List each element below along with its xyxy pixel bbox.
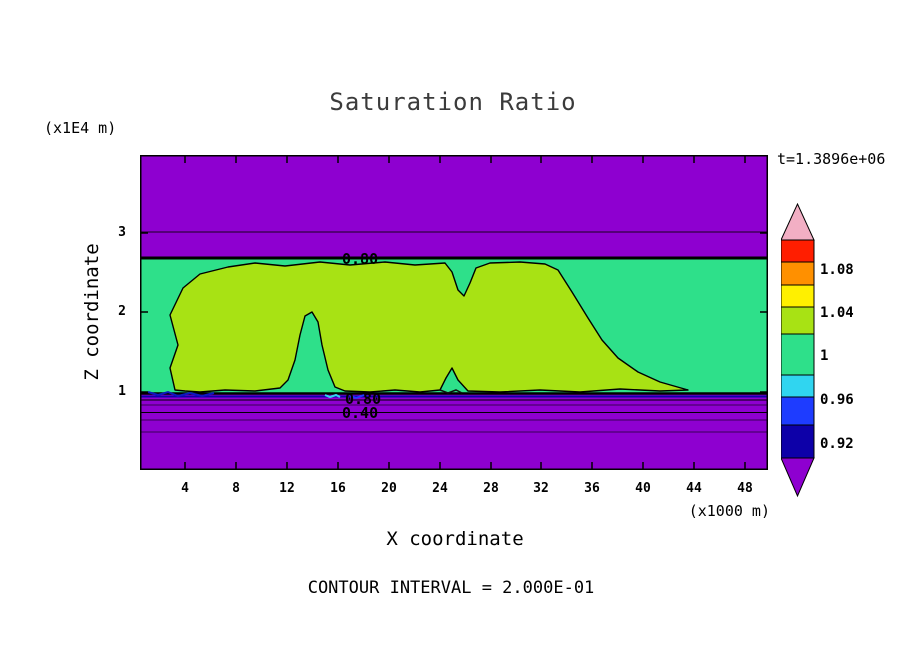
x-tick-44: 44 <box>686 481 702 496</box>
x-tick-32: 32 <box>533 481 549 496</box>
colorbar-band-navy <box>781 424 815 459</box>
x-tick-4: 4 <box>181 481 189 496</box>
colorbar-band-orange <box>781 261 815 286</box>
contour-label-bottom-080: 0.80 <box>345 390 381 408</box>
axis-tick-marks <box>140 155 768 470</box>
contour-interval-note: CONTOUR INTERVAL = 2.000E-01 <box>307 578 595 598</box>
cyan-squiggle-mid <box>324 393 341 399</box>
y-tick-1: 1 <box>118 384 126 399</box>
yellow-green-blob <box>169 261 689 393</box>
time-annotation: t=1.3896e+06 <box>777 150 886 168</box>
colorbar-arrow-top <box>781 203 815 241</box>
colorbar-band-cyan <box>781 374 815 398</box>
x-tick-12: 12 <box>279 481 295 496</box>
y-axis-unit: (x1E4 m) <box>44 119 117 137</box>
dark-squiggle-right <box>439 389 463 394</box>
colorbar-band-red <box>781 239 815 263</box>
contour-plot: 0.80 0.80 0.40 <box>140 155 768 470</box>
colorbar-label-096: 0.96 <box>820 392 854 408</box>
contour-label-bottom-040: 0.40 <box>342 404 378 422</box>
colorbar-label-100: 1 <box>820 348 829 364</box>
colorbar-band-blue <box>781 396 815 426</box>
colorbar-band-green <box>781 333 815 376</box>
x-axis-unit: (x1000 m) <box>688 502 770 520</box>
page-title: Saturation Ratio <box>329 88 577 116</box>
y-tick-2: 2 <box>118 304 126 319</box>
colorbar-label-092: 0.92 <box>820 436 854 452</box>
colorbar-band-yellowgreen <box>781 306 815 335</box>
x-tick-48: 48 <box>737 481 753 496</box>
colorbar-band-yellow <box>781 284 815 308</box>
x-tick-24: 24 <box>432 481 448 496</box>
y-tick-3: 3 <box>118 225 126 240</box>
x-tick-8: 8 <box>232 481 240 496</box>
x-tick-40: 40 <box>635 481 651 496</box>
x-tick-16: 16 <box>330 481 346 496</box>
blue-squiggle-left <box>147 390 215 398</box>
colorbar <box>781 203 815 498</box>
plot-frame <box>140 155 768 470</box>
colorbar-label-108: 1.08 <box>820 262 854 278</box>
cyan-squiggle-mid-2 <box>349 394 365 400</box>
colorbar-label-104: 1.04 <box>820 305 854 321</box>
contour-label-top-080: 0.80 <box>342 250 378 268</box>
colorbar-arrow-bottom <box>781 457 815 498</box>
x-tick-28: 28 <box>483 481 499 496</box>
x-axis-label: X coordinate <box>386 528 524 550</box>
x-tick-36: 36 <box>584 481 600 496</box>
x-tick-20: 20 <box>381 481 397 496</box>
